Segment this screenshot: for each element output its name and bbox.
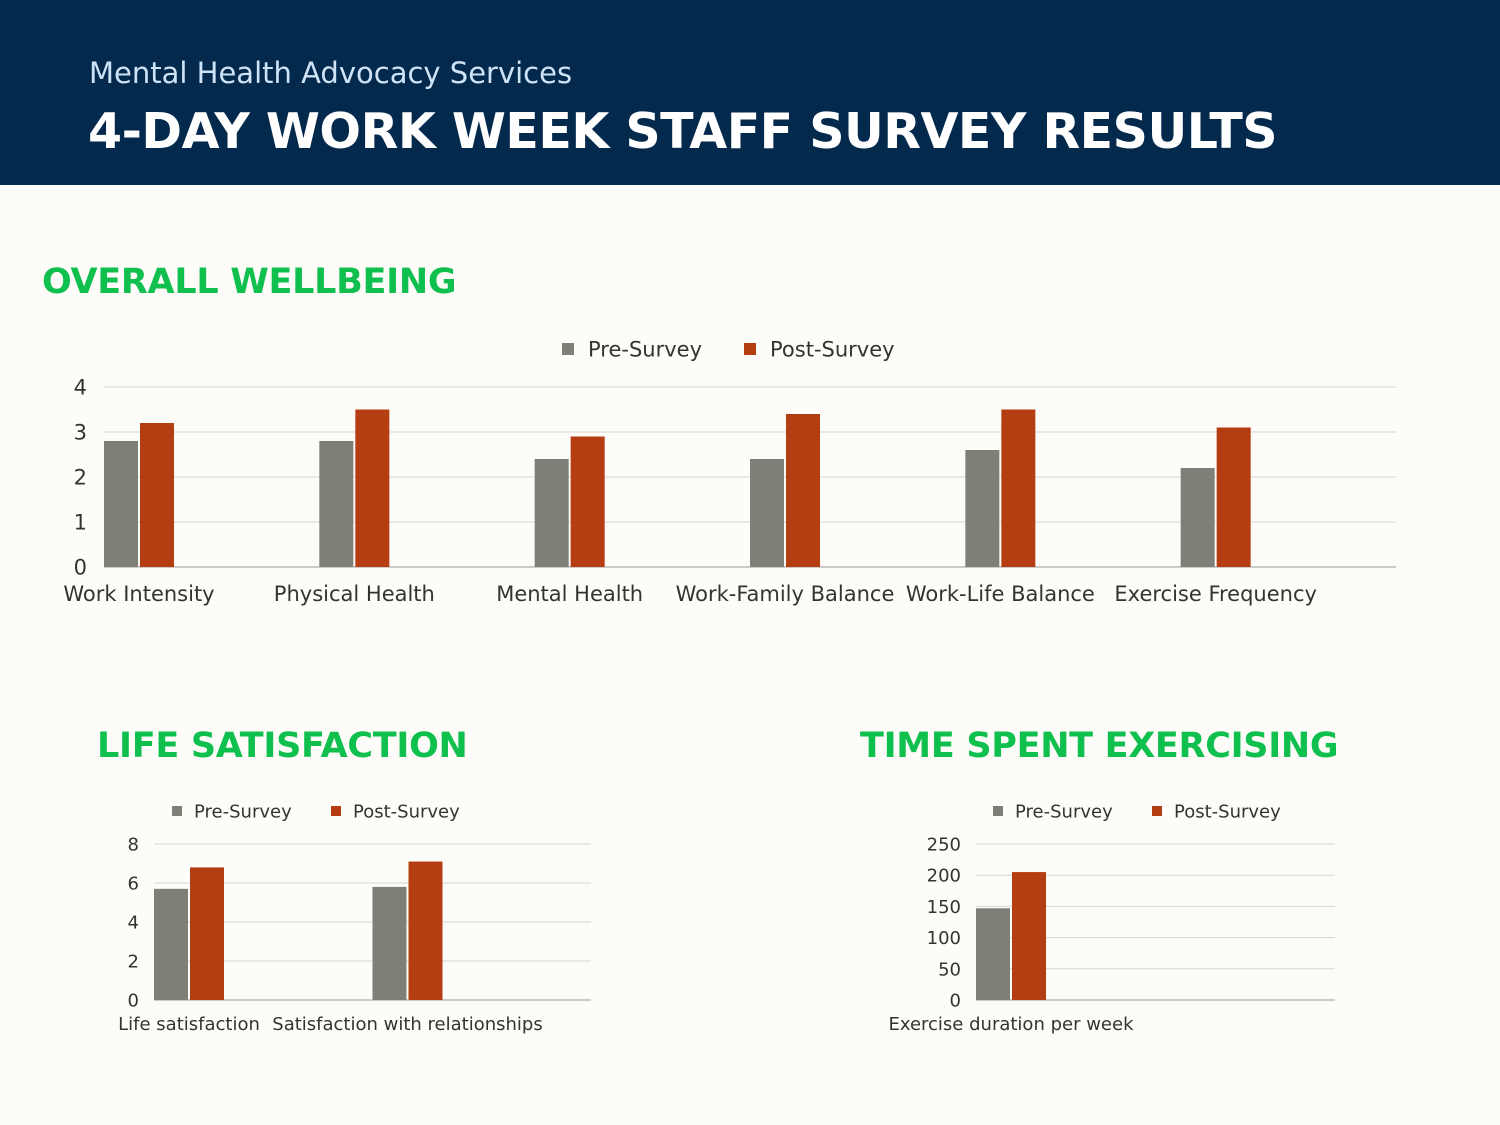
- y-tick-label: 0: [950, 990, 961, 1011]
- pre-survey-bar: [319, 441, 354, 567]
- time-exercising-title: TIME SPENT EXERCISING: [860, 726, 1339, 766]
- y-tick-label: 150: [927, 897, 961, 918]
- pre-survey-bar: [104, 441, 138, 567]
- y-tick-label: 250: [927, 834, 961, 855]
- legend-post-swatch: [331, 806, 341, 816]
- organization-name: Mental Health Advocacy Services: [89, 56, 573, 90]
- y-tick-label: 100: [927, 928, 961, 949]
- y-tick-label: 0: [128, 990, 139, 1011]
- legend-pre-swatch: [172, 806, 182, 816]
- legend-pre-swatch: [993, 806, 1003, 816]
- legend-post-swatch: [744, 343, 756, 355]
- y-tick-label: 200: [927, 866, 961, 887]
- x-category-label: Mental Health: [496, 582, 643, 606]
- pre-survey-bar: [1180, 468, 1215, 567]
- x-category-label: Satisfaction with relationships: [272, 1014, 542, 1035]
- post-survey-bar: [190, 867, 224, 1000]
- header-banner: Mental Health Advocacy Services 4-DAY WO…: [0, 0, 1500, 185]
- x-category-label: Work-Family Balance: [676, 582, 895, 606]
- y-tick-label: 4: [128, 912, 139, 933]
- pre-survey-bar: [534, 459, 569, 567]
- post-survey-bar: [570, 436, 605, 567]
- legend-post-label: Post-Survey: [770, 338, 895, 362]
- legend-post-label: Post-Survey: [1174, 801, 1281, 822]
- life-satisfaction-title: LIFE SATISFACTION: [97, 726, 468, 766]
- pre-survey-bar: [976, 908, 1010, 1000]
- post-survey-bar: [786, 414, 820, 567]
- pre-survey-bar: [965, 450, 1000, 567]
- x-category-label: Exercise Frequency: [1114, 582, 1317, 606]
- post-survey-bar: [408, 861, 443, 1000]
- y-tick-label: 1: [74, 511, 87, 535]
- pre-survey-bar: [372, 886, 407, 1000]
- x-category-label: Physical Health: [274, 582, 435, 606]
- page-title: 4-DAY WORK WEEK STAFF SURVEY RESULTS: [88, 103, 1278, 160]
- post-survey-bar: [140, 423, 174, 567]
- pre-survey-bar: [750, 459, 784, 567]
- legend-post-swatch: [1152, 806, 1162, 816]
- post-survey-bar: [1001, 409, 1036, 567]
- y-tick-label: 0: [74, 556, 87, 580]
- legend-pre-swatch: [562, 343, 574, 355]
- y-tick-label: 2: [74, 466, 87, 490]
- y-tick-label: 4: [74, 376, 87, 400]
- legend-pre-label: Pre-Survey: [588, 338, 702, 362]
- x-category-label: Work Intensity: [63, 582, 214, 606]
- legend-pre-label: Pre-Survey: [1015, 801, 1113, 822]
- y-tick-label: 8: [128, 834, 139, 855]
- x-category-label: Exercise duration per week: [888, 1014, 1134, 1035]
- post-survey-bar: [1216, 427, 1251, 567]
- pre-survey-bar: [154, 888, 188, 1000]
- overall-wellbeing-title: OVERALL WELLBEING: [42, 262, 457, 302]
- x-category-label: Life satisfaction: [118, 1014, 260, 1035]
- x-category-label: Work-Life Balance: [906, 582, 1095, 606]
- y-tick-label: 6: [128, 873, 139, 894]
- legend-post-label: Post-Survey: [353, 801, 460, 822]
- y-tick-label: 50: [938, 959, 961, 980]
- y-tick-label: 3: [74, 421, 87, 445]
- post-survey-bar: [355, 409, 390, 567]
- legend-pre-label: Pre-Survey: [194, 801, 292, 822]
- y-tick-label: 2: [128, 951, 139, 972]
- post-survey-bar: [1012, 872, 1046, 1000]
